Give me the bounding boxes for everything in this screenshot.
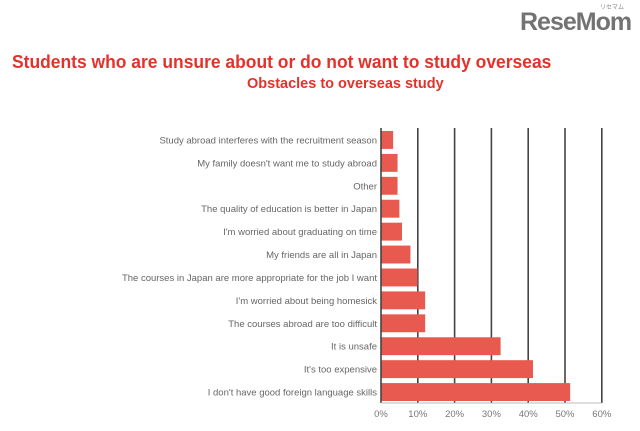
category-label: Other [353,181,377,192]
category-label: The quality of education is better in Ja… [201,204,377,215]
bar [381,314,426,333]
bar [381,176,398,195]
category-label: My friends are all in Japan [266,250,377,261]
resemom-watermark-logo: ReseMom [520,8,632,36]
bar [381,222,402,241]
category-label: The courses abroad are too difficult [228,319,377,330]
bar [381,291,426,310]
category-label: I don't have good foreign language skill… [208,388,377,399]
bar [381,268,418,287]
category-label: My family doesn't want me to study abroa… [197,158,377,169]
x-tick-label: 20% [445,409,465,420]
x-tick-label: 30% [482,409,502,420]
bar [381,245,411,264]
x-tick-label: 10% [408,409,428,420]
x-tick-label: 40% [519,409,539,420]
bar [381,131,394,149]
category-label: Study abroad interferes with the recruit… [159,135,377,146]
bar [381,360,533,379]
x-tick-label: 60% [592,409,612,420]
category-label: It is unsafe [331,342,377,353]
bar [381,383,571,401]
chart-subtitle: Obstacles to overseas study [247,76,444,92]
category-label: The courses in Japan are more appropriat… [122,273,377,284]
category-label: I'm worried about being homesick [236,296,377,307]
watermark-subtext: リセマム [600,5,625,11]
bar [381,153,398,172]
x-tick-label: 0% [374,409,388,420]
chart-title: Students who are unsure about or do not … [12,52,552,72]
x-tick-label: 50% [555,409,575,420]
category-label: I'm worried about graduating on time [223,227,377,238]
category-label: It's too expensive [304,365,377,376]
bar [381,199,400,218]
bar [381,337,501,356]
